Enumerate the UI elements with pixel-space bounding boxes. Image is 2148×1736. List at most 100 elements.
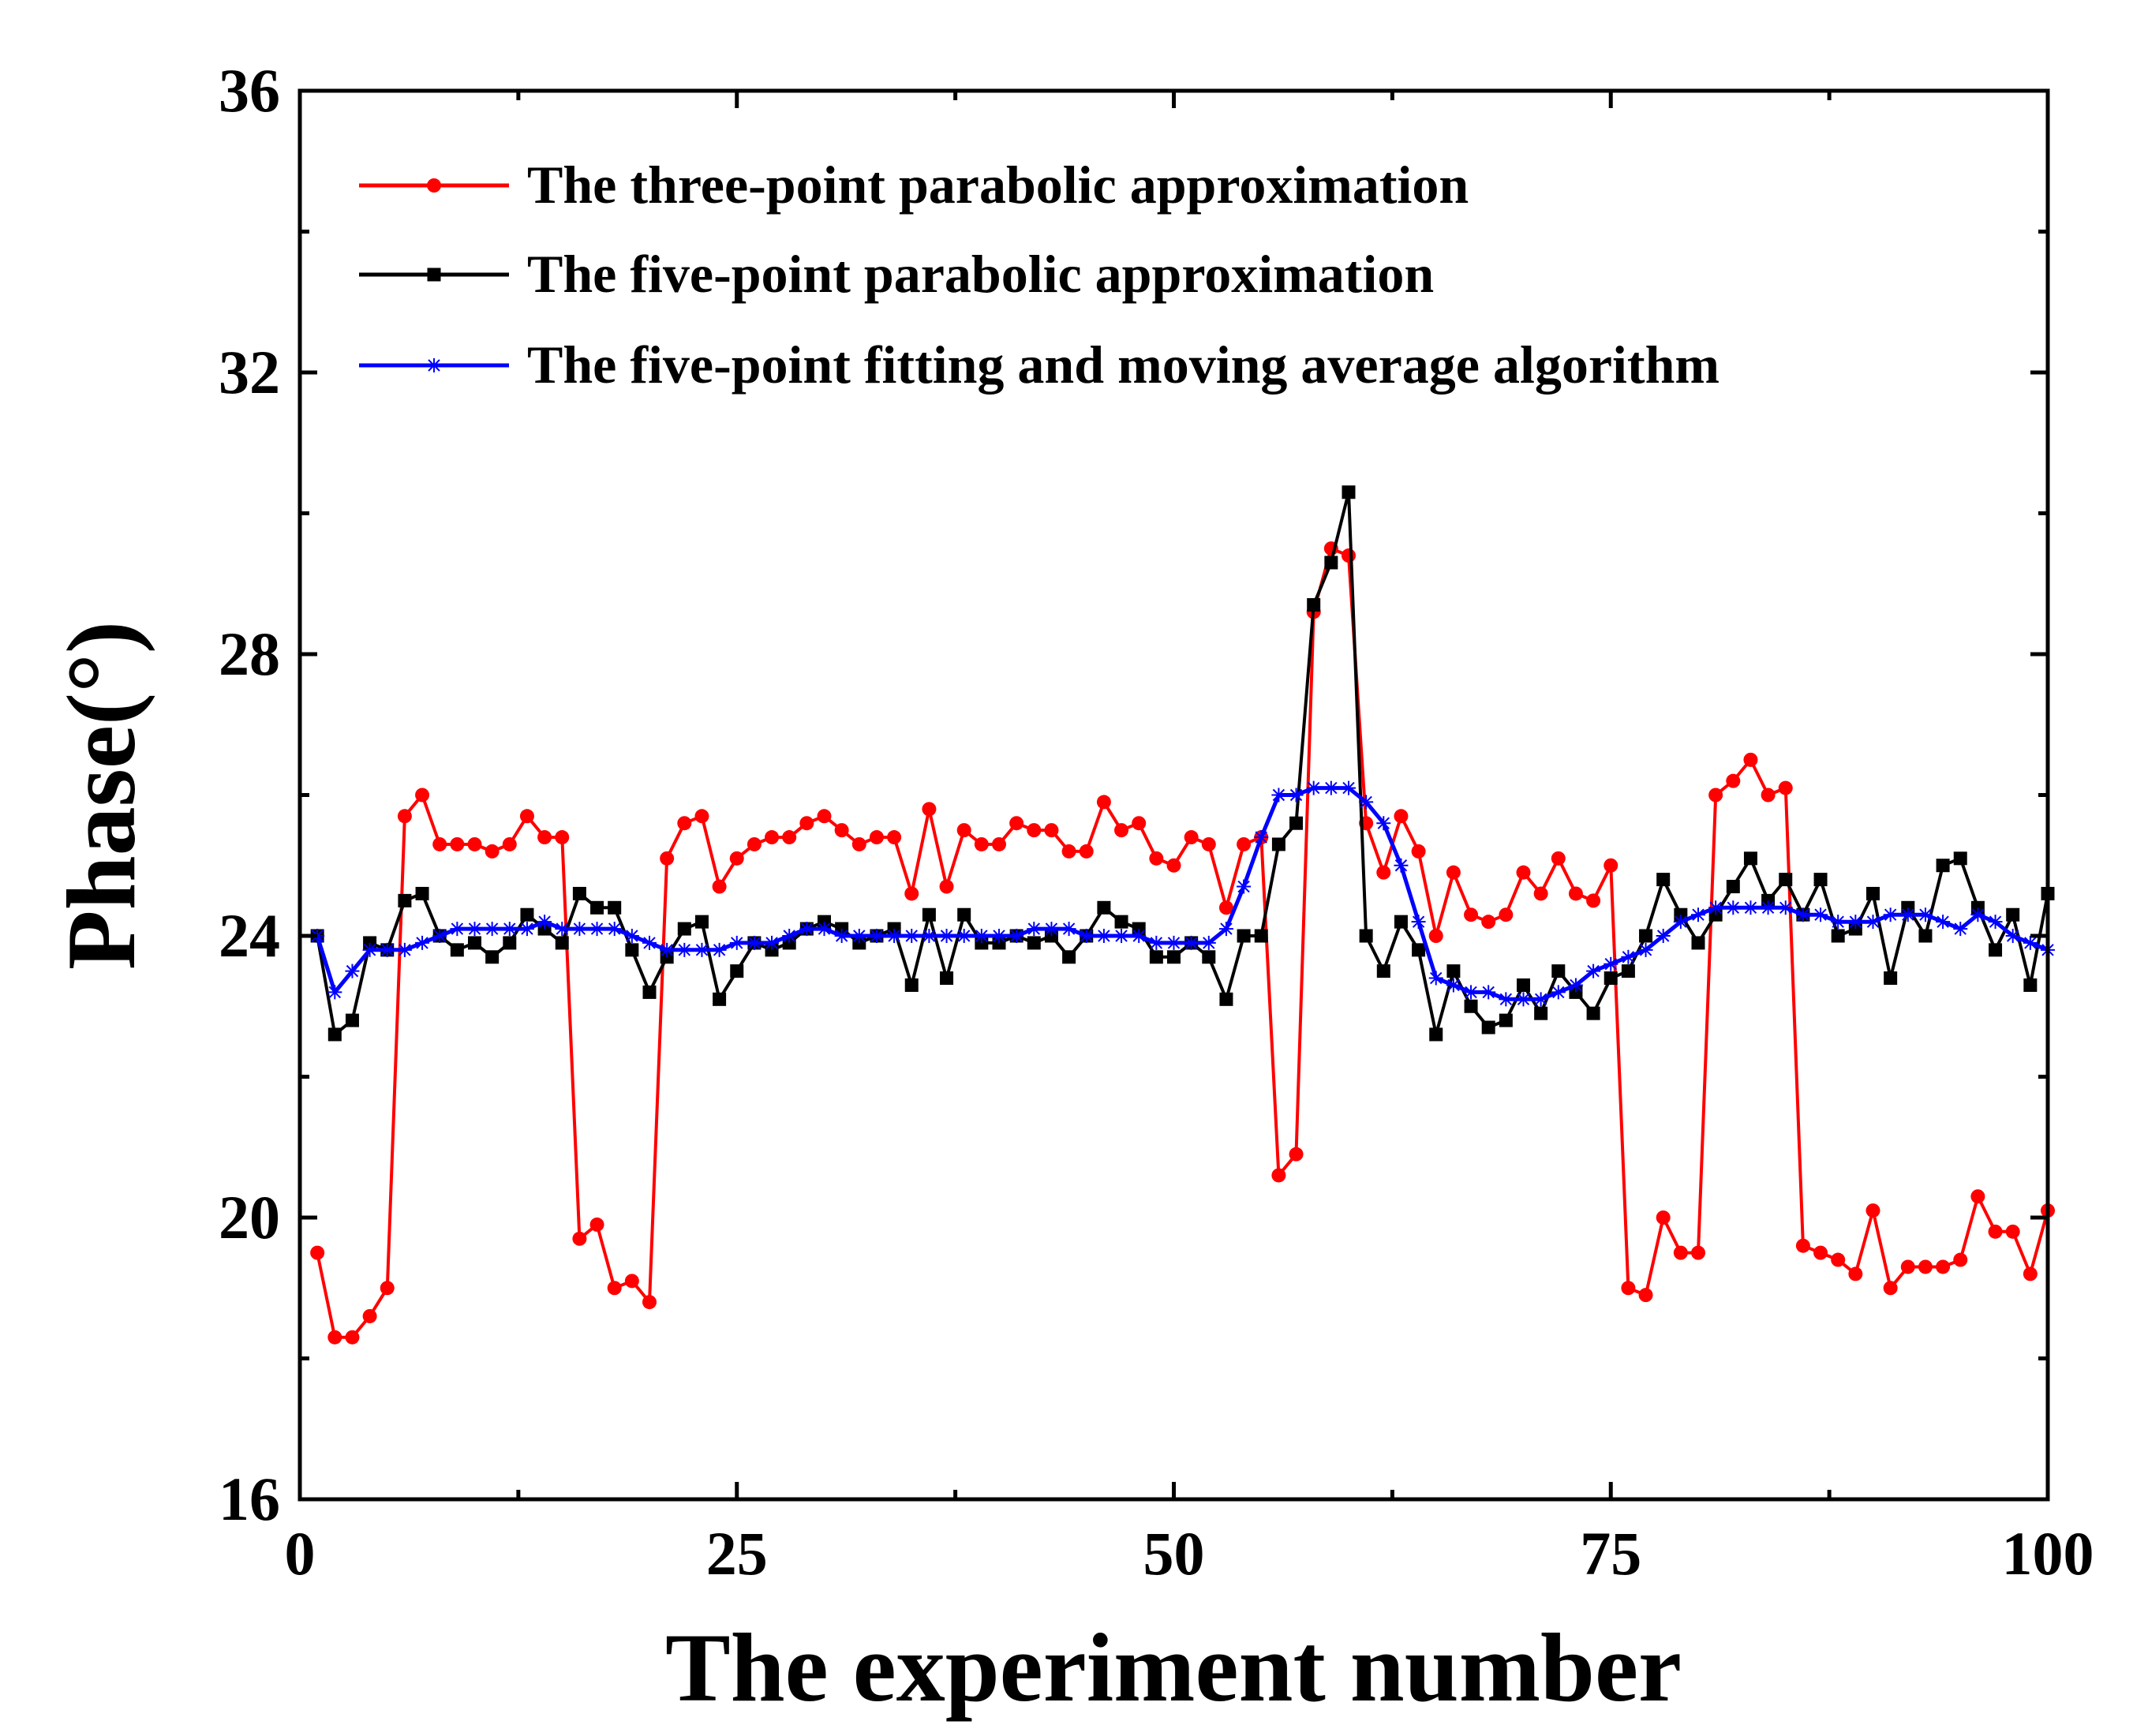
data-point bbox=[1621, 949, 1636, 964]
data-point bbox=[1831, 1252, 1846, 1267]
data-point bbox=[1726, 900, 1741, 915]
data-point bbox=[1883, 1281, 1898, 1296]
data-point bbox=[1778, 780, 1793, 795]
data-point bbox=[2023, 978, 2038, 992]
data-point bbox=[1568, 886, 1583, 901]
legend-label: The five-point parabolic approximation bbox=[527, 244, 1434, 304]
data-point bbox=[380, 942, 395, 957]
data-point bbox=[1551, 985, 1566, 1000]
data-point bbox=[519, 922, 534, 937]
data-point bbox=[1464, 985, 1479, 1000]
data-point bbox=[834, 823, 849, 838]
data-point bbox=[1533, 886, 1548, 901]
data-point bbox=[519, 809, 534, 824]
data-point bbox=[607, 1281, 622, 1296]
data-point bbox=[345, 1330, 360, 1345]
data-point bbox=[310, 929, 325, 943]
x-tick-label: 75 bbox=[1580, 1519, 1641, 1588]
legend: The three-point parabolic approximation T… bbox=[359, 155, 1720, 395]
legend-marker bbox=[427, 358, 441, 372]
data-point bbox=[1953, 851, 1967, 866]
series-line bbox=[315, 786, 2049, 1001]
data-point bbox=[922, 929, 937, 943]
data-point bbox=[1184, 935, 1199, 950]
data-point bbox=[1586, 963, 1601, 978]
data-point bbox=[887, 830, 902, 845]
data-point bbox=[1656, 1210, 1671, 1225]
data-point bbox=[1936, 1259, 1951, 1274]
data-point bbox=[765, 830, 780, 845]
data-point bbox=[1918, 929, 1933, 943]
data-point bbox=[1517, 978, 1530, 992]
data-point bbox=[1726, 773, 1741, 788]
data-point bbox=[712, 879, 727, 894]
data-point bbox=[1936, 859, 1950, 873]
data-point bbox=[1429, 1027, 1443, 1042]
data-point bbox=[1323, 780, 1338, 795]
series-line bbox=[316, 490, 2049, 1036]
data-point bbox=[1027, 922, 1042, 937]
data-point bbox=[747, 836, 762, 851]
y-tick-label: 36 bbox=[219, 56, 280, 125]
x-axis-title: The experiment number bbox=[665, 1614, 1682, 1722]
data-point bbox=[1114, 823, 1129, 838]
data-point bbox=[869, 830, 884, 845]
data-point bbox=[782, 830, 797, 845]
data-point bbox=[327, 1027, 342, 1042]
data-point bbox=[974, 929, 989, 943]
data-point bbox=[467, 836, 482, 851]
data-point bbox=[572, 886, 586, 900]
data-point bbox=[1499, 1013, 1513, 1027]
data-point bbox=[1166, 935, 1181, 950]
data-point bbox=[799, 816, 814, 831]
data-point bbox=[450, 922, 465, 937]
data-point bbox=[1027, 936, 1041, 950]
data-point bbox=[1726, 880, 1740, 894]
data-point bbox=[869, 929, 884, 943]
data-point bbox=[1201, 935, 1216, 950]
data-point bbox=[1673, 915, 1688, 930]
data-point bbox=[1044, 922, 1059, 937]
data-point bbox=[415, 935, 430, 950]
data-point bbox=[1149, 950, 1163, 964]
data-point bbox=[537, 830, 552, 845]
data-point bbox=[939, 879, 954, 894]
data-point bbox=[1586, 1006, 1600, 1020]
data-point bbox=[1639, 929, 1653, 943]
data-point bbox=[1359, 795, 1374, 810]
data-point bbox=[677, 816, 692, 831]
data-point bbox=[1813, 873, 1828, 887]
data-point bbox=[974, 836, 989, 851]
data-point bbox=[1411, 915, 1426, 930]
data-point bbox=[485, 922, 500, 937]
data-point bbox=[572, 922, 587, 937]
data-point bbox=[2005, 929, 2020, 943]
data-point bbox=[1621, 964, 1635, 978]
data-point bbox=[799, 922, 814, 937]
data-point bbox=[1237, 929, 1251, 943]
data-point bbox=[834, 929, 849, 943]
data-point bbox=[555, 830, 570, 845]
data-point bbox=[1708, 900, 1723, 915]
data-point bbox=[1254, 830, 1269, 845]
data-point bbox=[1831, 915, 1846, 930]
data-point bbox=[904, 978, 919, 992]
data-point bbox=[1411, 844, 1426, 859]
data-point bbox=[1096, 795, 1111, 810]
ticks-layer: 0 25 50 75 100 16 20 24 28 32 36 bbox=[219, 56, 2094, 1588]
data-point bbox=[956, 823, 971, 838]
data-point bbox=[1412, 943, 1426, 957]
x-tick-label: 0 bbox=[285, 1519, 316, 1588]
data-point bbox=[660, 942, 675, 957]
data-point bbox=[992, 929, 1006, 943]
data-point bbox=[1376, 816, 1391, 831]
y-tick-label: 24 bbox=[219, 901, 280, 970]
x-tick-label: 25 bbox=[706, 1519, 768, 1588]
data-point bbox=[1342, 485, 1356, 499]
data-point bbox=[1743, 900, 1758, 915]
data-point bbox=[1918, 1259, 1933, 1274]
data-point bbox=[1044, 823, 1059, 838]
data-point bbox=[1184, 830, 1199, 845]
data-point bbox=[1202, 950, 1216, 964]
